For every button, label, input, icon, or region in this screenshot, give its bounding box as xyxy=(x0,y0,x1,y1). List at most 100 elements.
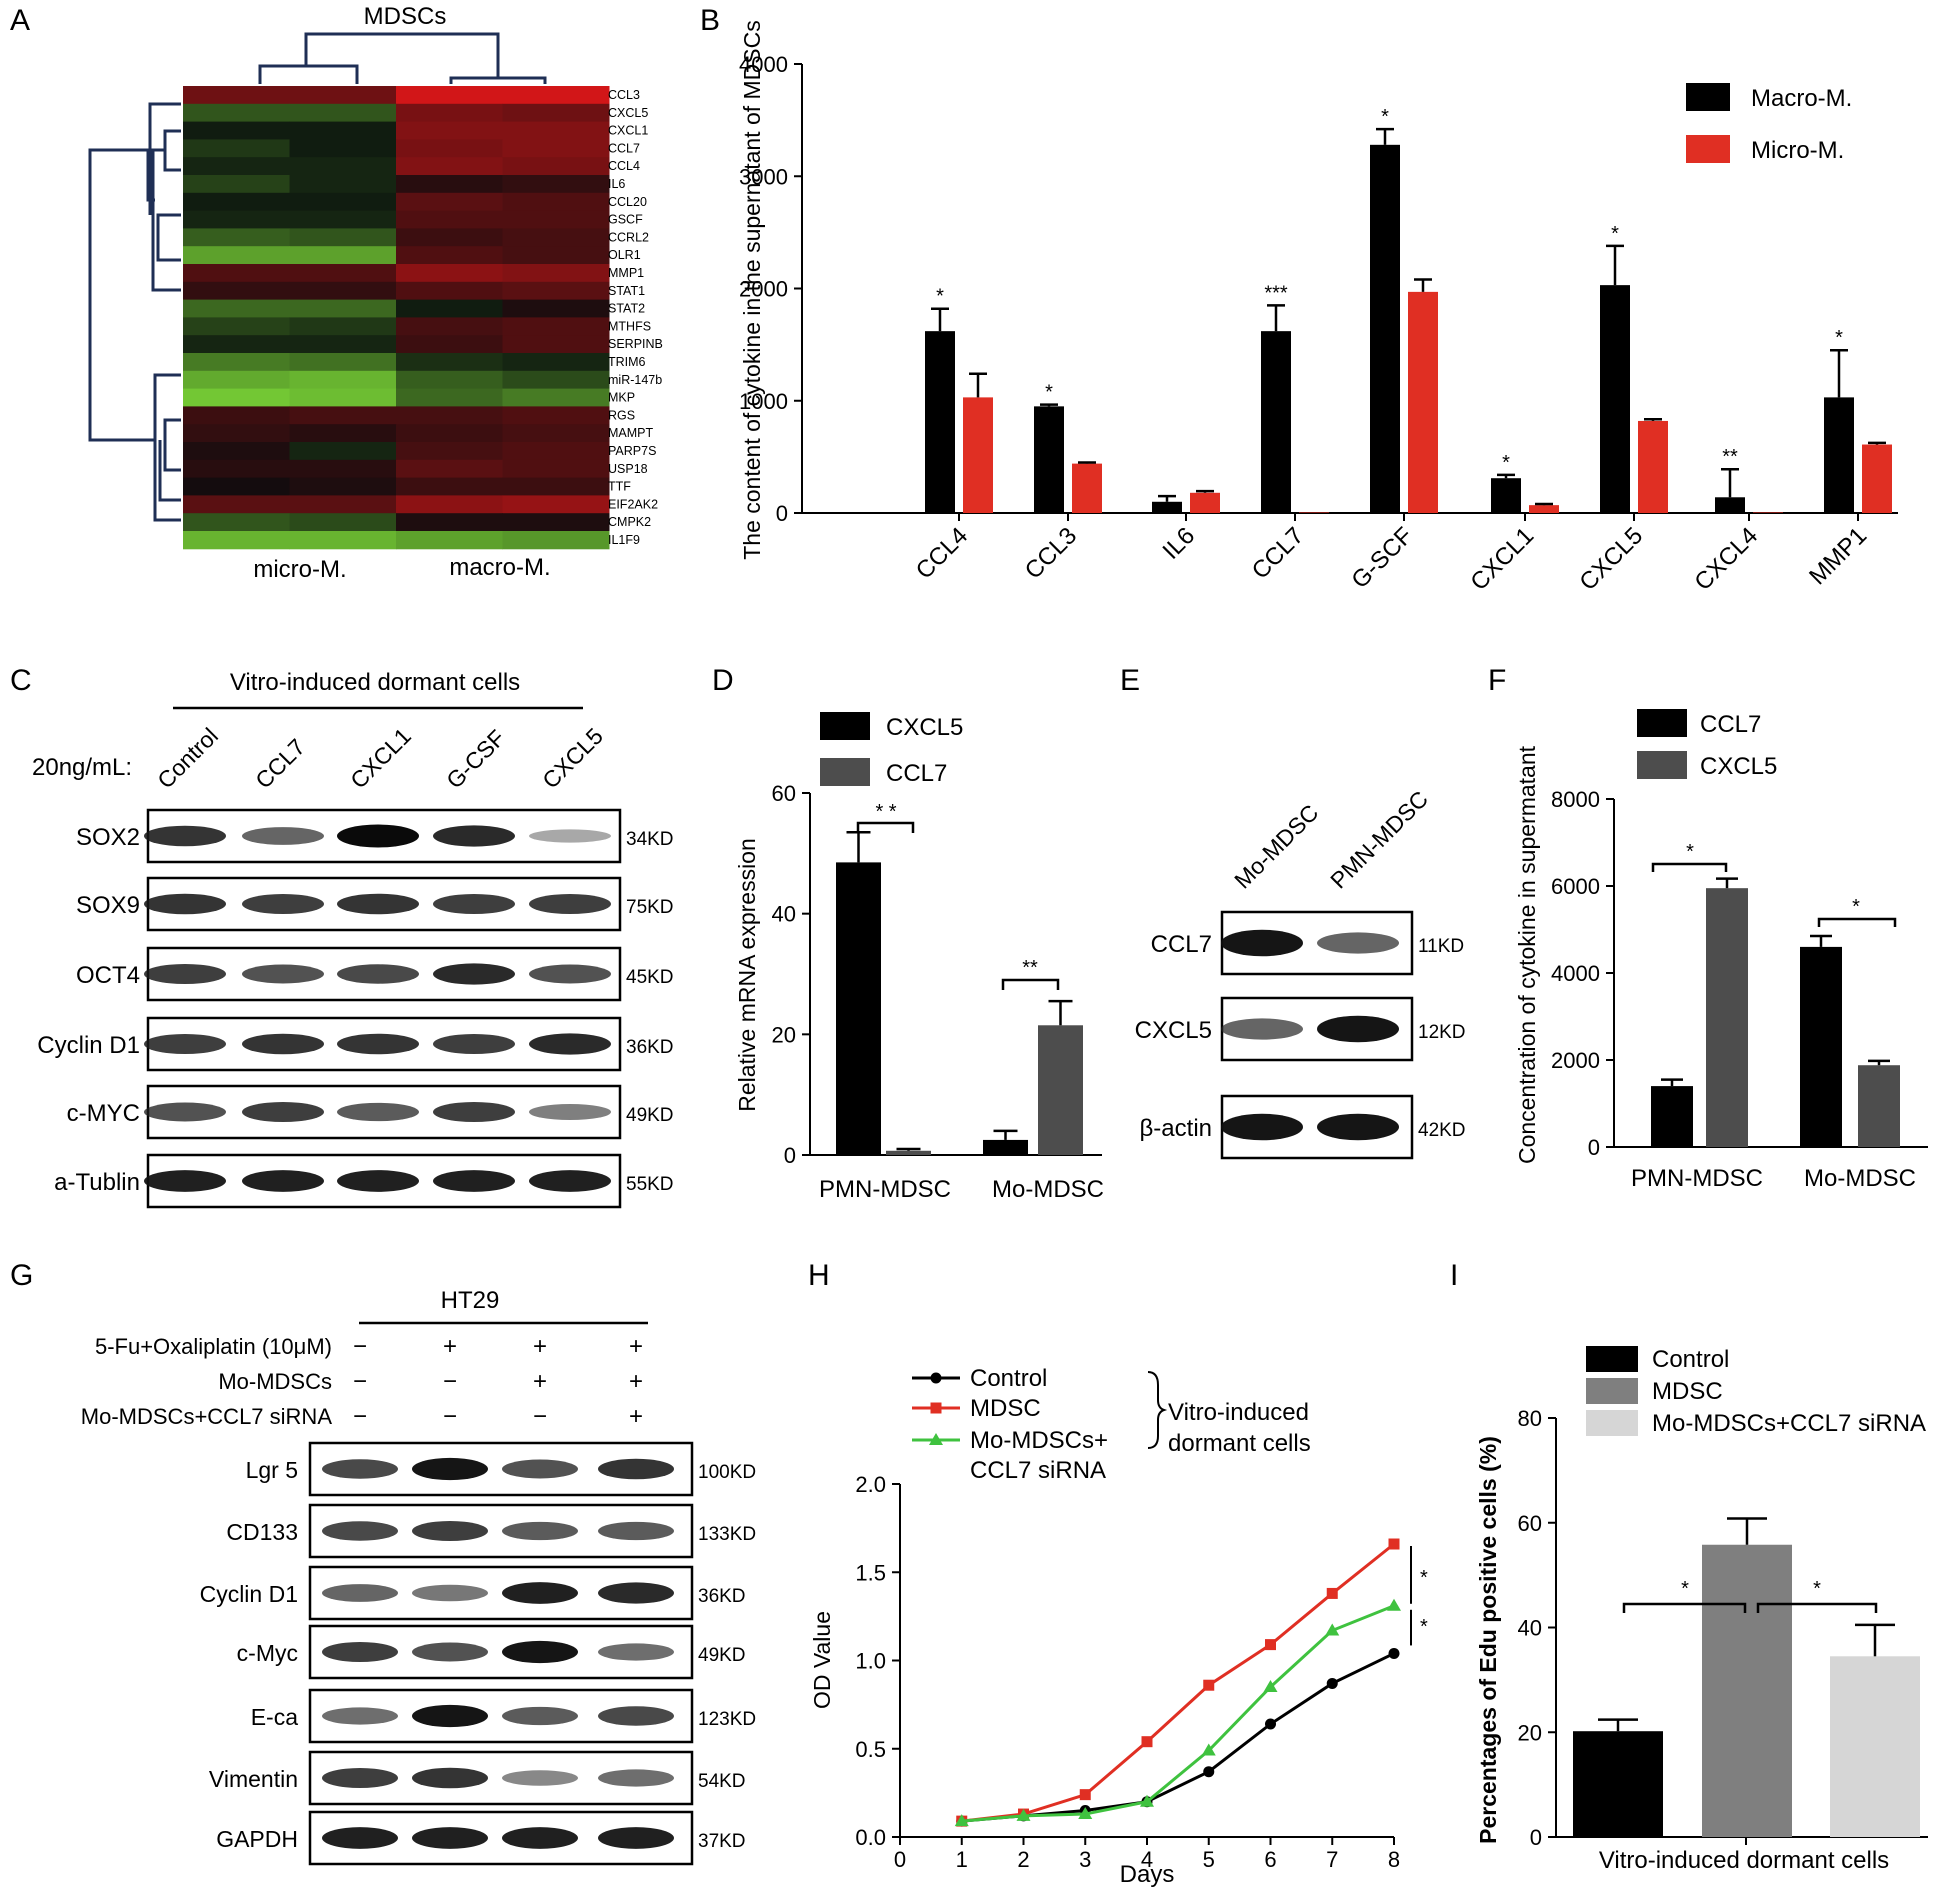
blot-kd: 49KD xyxy=(626,1105,674,1126)
heatmap-cell xyxy=(502,459,610,479)
x-tick-label: 8 xyxy=(1388,1847,1400,1872)
heatmap-row-label: MAMPT xyxy=(608,426,654,440)
bar-CCL7 xyxy=(1651,1086,1693,1147)
legend-swatch xyxy=(1637,709,1687,737)
significance-mark: * xyxy=(1835,327,1843,349)
legend-label: CCL7 xyxy=(1700,711,1761,738)
heatmap-cell xyxy=(502,228,610,247)
heatmap-row-label: USP18 xyxy=(608,462,648,476)
heatmap-cell xyxy=(289,353,397,372)
heatmap-cell xyxy=(289,388,397,407)
heatmap-cell xyxy=(183,477,290,496)
heatmap-cell xyxy=(183,121,290,140)
legend-swatch xyxy=(1686,135,1730,163)
heatmap-cell xyxy=(183,531,290,550)
significance-mark: * xyxy=(1420,1567,1428,1589)
data-point xyxy=(1141,1736,1153,1748)
heatmap-row-label: CXCL5 xyxy=(608,106,648,120)
condition-sign: − xyxy=(353,1368,367,1395)
y-tick-label: 2000 xyxy=(1551,1048,1600,1073)
x-tick-label: CXCL1 xyxy=(1465,522,1539,596)
blot-band xyxy=(529,964,611,984)
heatmap-cell xyxy=(396,103,503,123)
legend-label: MDSC xyxy=(1652,1378,1723,1405)
legend-label: CXCL5 xyxy=(886,714,963,741)
panel-letter-H: H xyxy=(808,1259,830,1292)
y-tick-label: 2.0 xyxy=(855,1472,886,1497)
data-point xyxy=(954,1814,969,1827)
y-tick-label: 20 xyxy=(1518,1720,1542,1745)
heatmap-cell xyxy=(396,459,503,479)
heatmap-cell xyxy=(289,513,397,532)
heatmap-row-label: CCL7 xyxy=(608,141,640,155)
blot-band xyxy=(242,964,324,984)
heatmap-cell xyxy=(289,228,397,247)
heatmap-cell xyxy=(289,175,397,194)
heatmap-cell xyxy=(396,353,503,372)
lane-label: Control xyxy=(152,723,223,794)
blot-band xyxy=(242,893,324,915)
bar-Macro-M. xyxy=(1491,478,1521,513)
heatmap-cell xyxy=(502,406,610,425)
blot-label: E-ca xyxy=(251,1704,299,1730)
bar-Macro-M. xyxy=(925,331,955,513)
heatmap-cell xyxy=(396,299,503,318)
y-tick-label: 80 xyxy=(1518,1406,1542,1431)
heatmap-cell xyxy=(183,388,290,407)
y-tick-label: 3000 xyxy=(739,164,788,189)
dendrogram-branch xyxy=(163,418,181,472)
treatment-label: 20ng/mL: xyxy=(32,754,132,781)
y-tick-label: 20 xyxy=(772,1022,796,1047)
heatmap-cell xyxy=(183,424,290,443)
series-line-MDSC xyxy=(961,1542,1395,1823)
bar-CCL7 xyxy=(1038,1025,1083,1155)
significance-mark: * xyxy=(1681,1578,1689,1600)
blot-band xyxy=(433,1033,515,1055)
x-tick-label: 3 xyxy=(1079,1847,1091,1872)
heatmap-cell xyxy=(289,495,397,514)
blot-band xyxy=(144,1102,226,1122)
heatmap-cell xyxy=(183,139,290,158)
y-tick-label: 0 xyxy=(1530,1825,1542,1850)
blot-label: CD133 xyxy=(226,1519,298,1545)
blot-kd: 12KD xyxy=(1418,1022,1466,1043)
x-tick-label: 6 xyxy=(1264,1847,1276,1872)
blot-band xyxy=(502,1706,578,1726)
blot-band xyxy=(598,1643,674,1661)
heatmap-cell xyxy=(502,299,610,318)
bar-CXCL5 xyxy=(1706,888,1748,1147)
bar-Micro-M. xyxy=(963,397,993,513)
significance-bracket xyxy=(1651,862,1728,872)
y-axis-label: Concentration of cytokine in supermatant xyxy=(1514,745,1540,1164)
dendrogram-branch xyxy=(156,213,181,262)
heatmap-cell xyxy=(396,139,503,158)
blot-label: c-MYC xyxy=(67,1100,140,1127)
bar-Macro-M. xyxy=(1715,497,1745,513)
heatmap-cell xyxy=(502,317,610,336)
legend-label: Control xyxy=(970,1365,1047,1392)
blot-band xyxy=(502,1640,578,1664)
bar-CXCL5 xyxy=(836,862,881,1155)
bar-Micro-M. xyxy=(1753,512,1783,513)
y-tick-label: 0 xyxy=(784,1143,796,1168)
blot-kd: 37KD xyxy=(698,1831,746,1852)
heatmap-cell xyxy=(183,281,290,301)
series-line-Control xyxy=(961,1652,1395,1823)
blot-band xyxy=(144,1170,226,1192)
blot-band xyxy=(337,1170,419,1192)
blot-band xyxy=(322,1707,398,1725)
panel-letter-D: D xyxy=(712,664,734,697)
heatmap-cell xyxy=(396,513,503,532)
heatmap-row-label: OLR1 xyxy=(608,248,641,262)
blot-band xyxy=(337,964,419,984)
data-point xyxy=(1326,1677,1338,1689)
blot-band xyxy=(433,893,515,915)
heatmap-row-label: CCRL2 xyxy=(608,230,649,244)
legend-marker xyxy=(929,1433,943,1445)
heatmap-row-label: TRIM6 xyxy=(608,355,646,369)
legend-label: Mo-MDSCs+ xyxy=(970,1427,1108,1454)
condition-sign: − xyxy=(353,1333,367,1360)
blot-band xyxy=(412,1704,488,1728)
blot-band xyxy=(433,1170,515,1192)
lane-label: CXCL5 xyxy=(537,723,608,794)
